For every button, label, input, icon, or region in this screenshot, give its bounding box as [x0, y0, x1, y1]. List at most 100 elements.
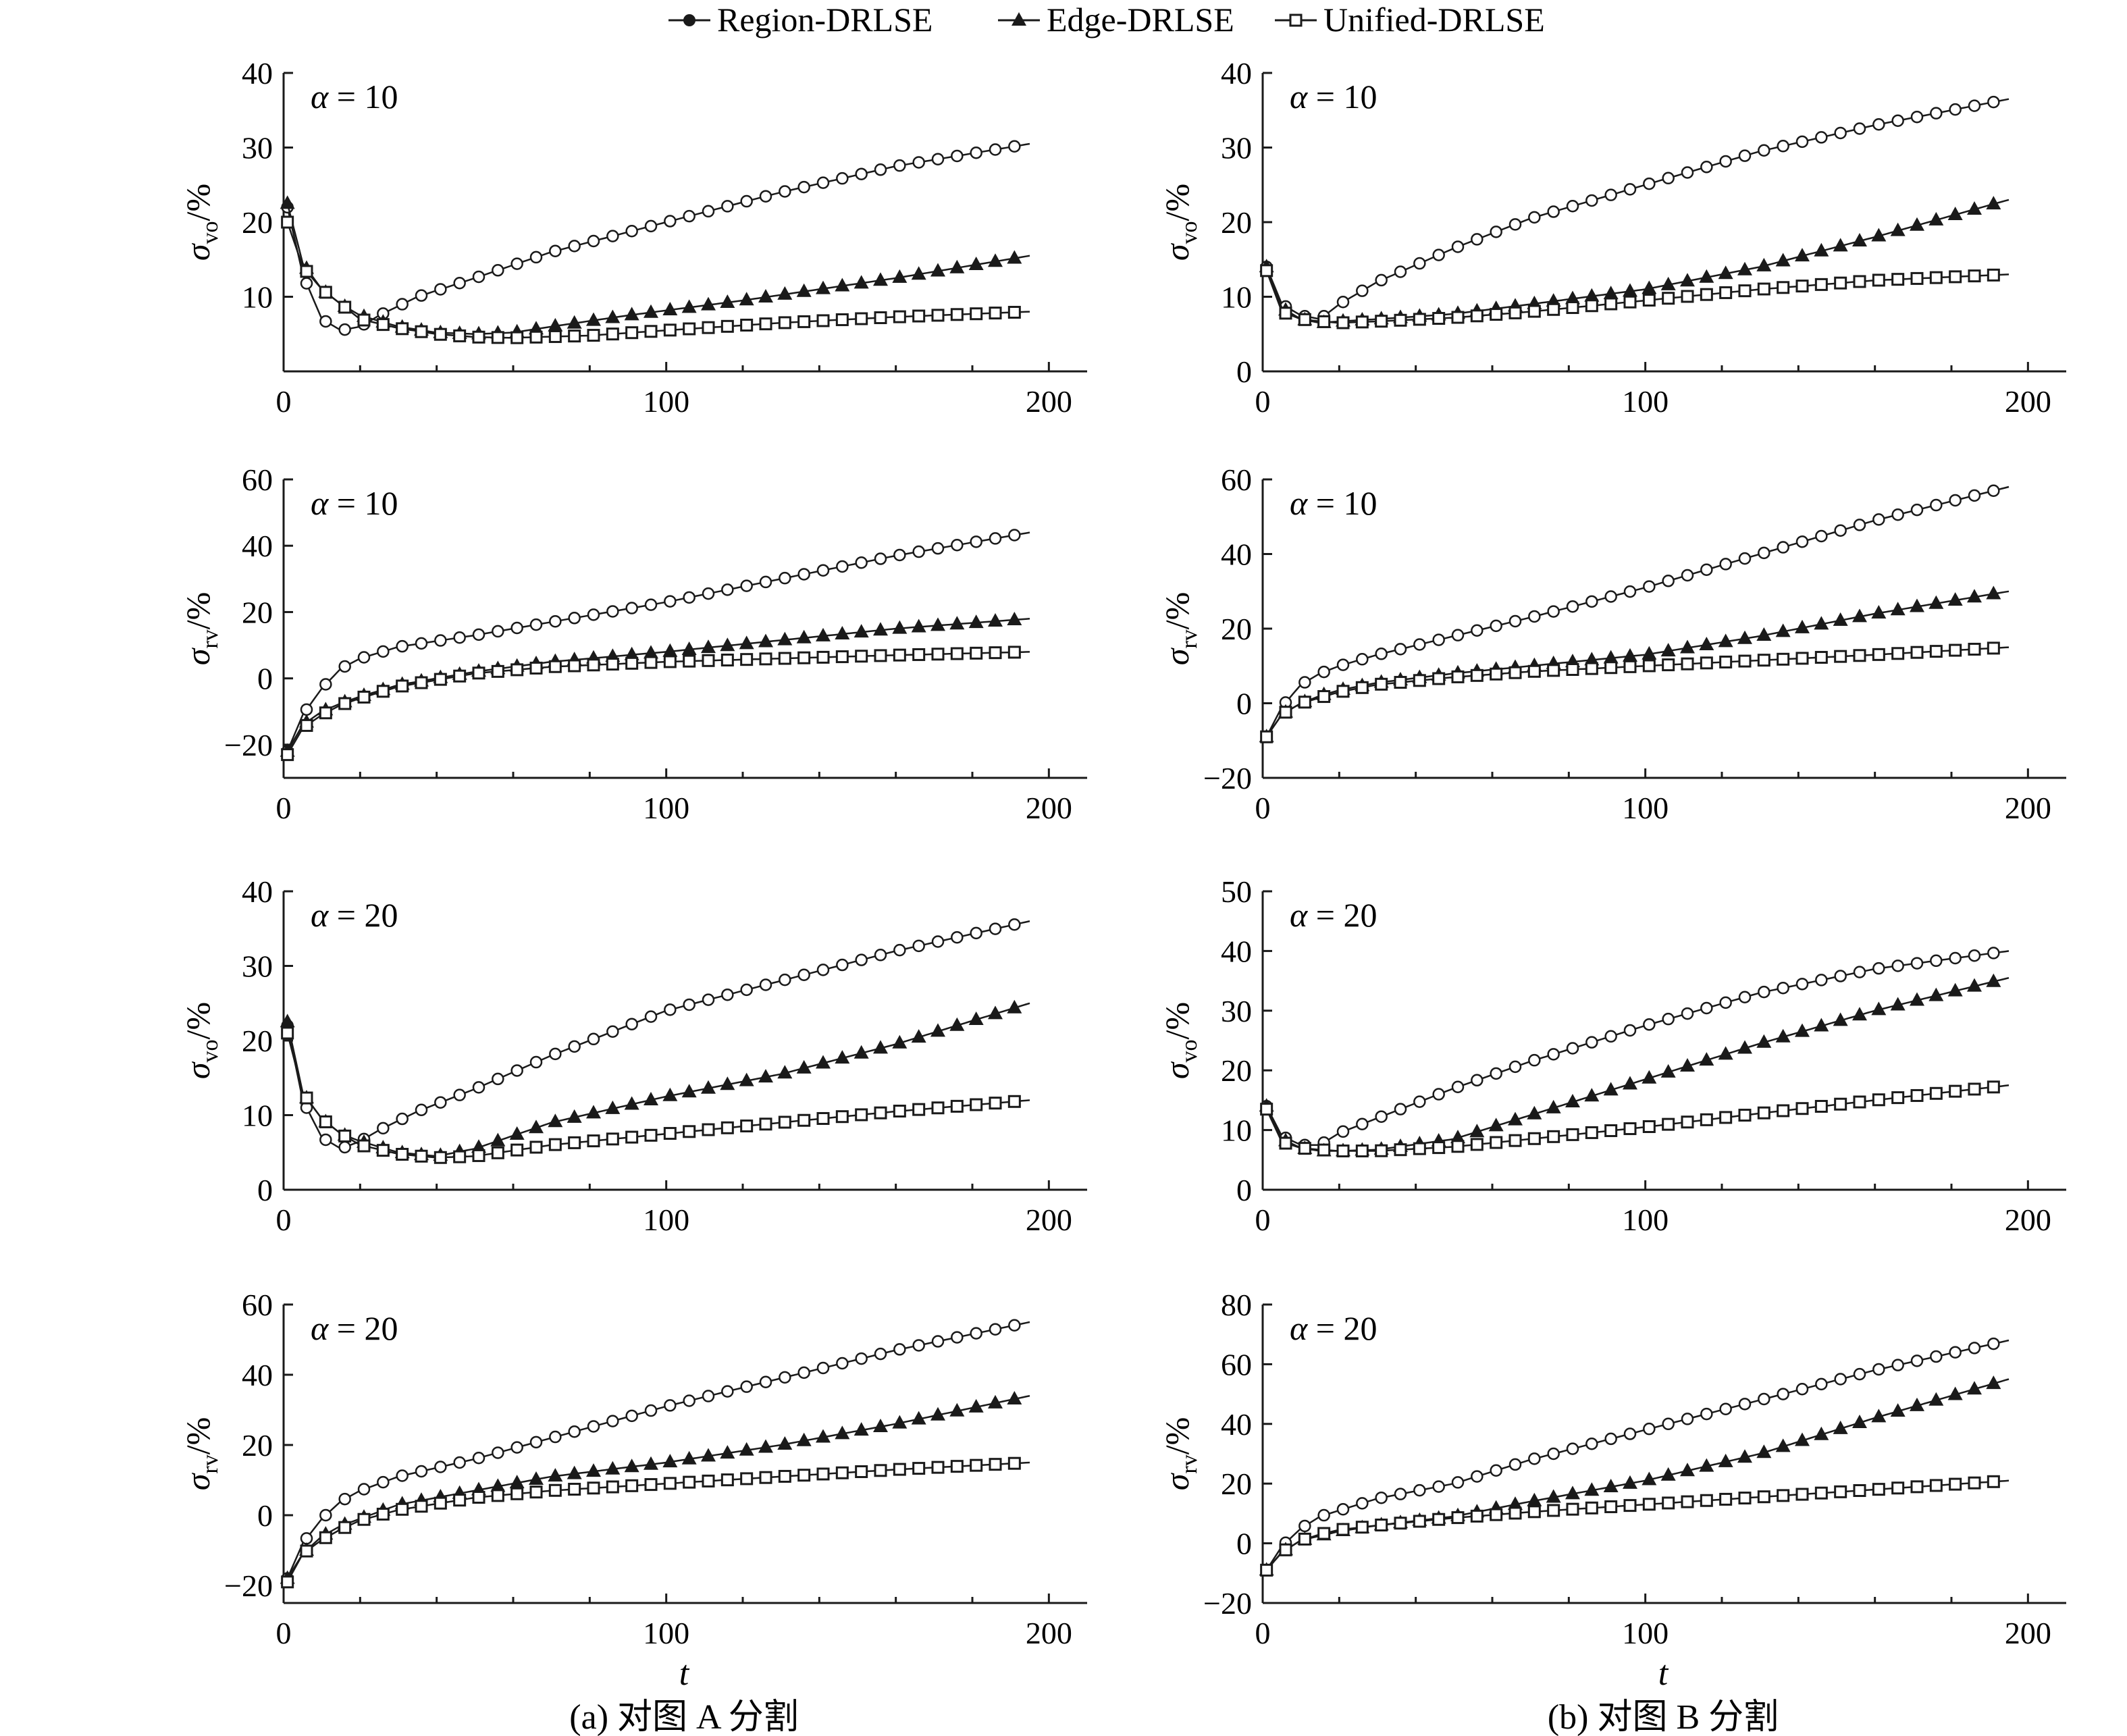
- data-point: [1968, 269, 1981, 283]
- data-point: [1949, 494, 1962, 507]
- data-point: [1680, 1058, 1695, 1072]
- y-tick-label: 40: [1221, 934, 1252, 968]
- data-point: [740, 983, 753, 997]
- data-point: [492, 1446, 504, 1459]
- data-point: [1260, 1563, 1273, 1577]
- data-point: [989, 1458, 1002, 1471]
- data-point: [950, 308, 964, 321]
- data-point: [1642, 659, 1656, 673]
- data-point: [1336, 1145, 1350, 1158]
- data-point: [1566, 1042, 1579, 1055]
- data-point: [1546, 1489, 1561, 1503]
- data-point: [949, 1017, 965, 1031]
- caption-right: (b) 对图 B 分割: [1548, 1698, 1779, 1736]
- y-axis-label: σvo/%: [179, 1002, 223, 1079]
- data-point: [739, 292, 754, 306]
- data-point: [816, 650, 830, 664]
- data-point: [1814, 242, 1829, 257]
- alpha-value: = 20: [1307, 896, 1377, 934]
- data-point: [1872, 1093, 1885, 1107]
- data-point: [1890, 1403, 1906, 1417]
- data-point: [548, 330, 562, 343]
- y-axis-label-subscript: vo: [198, 1039, 223, 1062]
- data-point: [644, 645, 658, 659]
- data-point: [472, 628, 485, 641]
- data-point: [702, 1390, 715, 1402]
- data-point: [1719, 996, 1732, 1009]
- data-point: [721, 200, 734, 213]
- series-line: [1265, 485, 2010, 737]
- data-point: [1566, 199, 1579, 213]
- x-tick-label: 0: [1255, 1616, 1271, 1650]
- data-point: [854, 1045, 869, 1059]
- panel-a1: 10 20 30 40 0 100 200 σvo/% α = 10: [179, 56, 1087, 419]
- data-point: [338, 1521, 352, 1534]
- data-point: [472, 1149, 485, 1162]
- series-Unified-DRLSE: [281, 646, 1030, 762]
- x-tick-label: 200: [2005, 384, 2051, 419]
- data-point: [1260, 264, 1273, 278]
- series-line: [286, 920, 1030, 1150]
- data-point: [1508, 666, 1522, 679]
- data-point: [1795, 280, 1809, 293]
- data-point: [1470, 309, 1483, 323]
- data-point: [1508, 1506, 1522, 1520]
- data-point: [816, 964, 830, 976]
- data-point: [1623, 1076, 1637, 1090]
- data-point: [587, 1032, 600, 1046]
- data-point: [1871, 604, 1887, 619]
- data-point: [874, 649, 887, 662]
- data-point: [681, 1084, 697, 1098]
- data-point: [1490, 308, 1503, 321]
- data-point: [1356, 1497, 1369, 1510]
- legend-label: Region-DRLSE: [717, 1, 933, 38]
- data-point: [1891, 114, 1904, 127]
- data-point: [1718, 1046, 1733, 1060]
- data-point: [835, 650, 849, 664]
- data-point: [1451, 1511, 1465, 1525]
- data-point: [1738, 1398, 1752, 1411]
- y-axis-label: σvo/%: [179, 184, 223, 261]
- data-point: [1007, 611, 1022, 625]
- legend-label: Unified-DRLSE: [1323, 1, 1545, 38]
- data-point: [1833, 612, 1848, 626]
- legend-item-Region-DRLSE: Region-DRLSE: [668, 1, 933, 38]
- data-point: [606, 1132, 619, 1146]
- data-point: [510, 1487, 524, 1500]
- data-point: [1947, 592, 1963, 606]
- data-point: [377, 1475, 390, 1489]
- data-point: [376, 685, 390, 698]
- data-point: [1375, 1144, 1388, 1157]
- data-point: [300, 1091, 313, 1105]
- data-point: [931, 542, 945, 555]
- data-point: [1777, 1104, 1790, 1117]
- data-point: [1566, 1502, 1579, 1516]
- data-point: [453, 276, 466, 290]
- data-point: [778, 652, 791, 665]
- data-point: [1008, 529, 1021, 542]
- data-point: [1737, 630, 1752, 644]
- data-point: [1681, 1413, 1694, 1425]
- alpha-annotation: α = 10: [311, 78, 398, 115]
- data-point: [1795, 1488, 1809, 1501]
- data-point: [434, 1496, 447, 1510]
- data-point: [892, 620, 908, 634]
- data-point: [1490, 226, 1502, 238]
- data-point: [1968, 99, 1981, 112]
- data-point: [1681, 569, 1694, 582]
- data-point: [1470, 1509, 1483, 1523]
- data-point: [797, 968, 810, 982]
- data-point: [1834, 1373, 1847, 1386]
- data-point: [874, 1347, 887, 1361]
- data-point: [1547, 1447, 1560, 1461]
- data-point: [1546, 1099, 1561, 1113]
- data-point: [1891, 508, 1904, 521]
- data-point: [1660, 1063, 1676, 1078]
- data-point: [396, 1502, 409, 1516]
- data-point: [683, 654, 696, 668]
- data-point: [836, 560, 849, 573]
- data-point: [1910, 1397, 1924, 1411]
- series-Unified-DRLSE: [281, 215, 1030, 344]
- data-point: [720, 1473, 734, 1487]
